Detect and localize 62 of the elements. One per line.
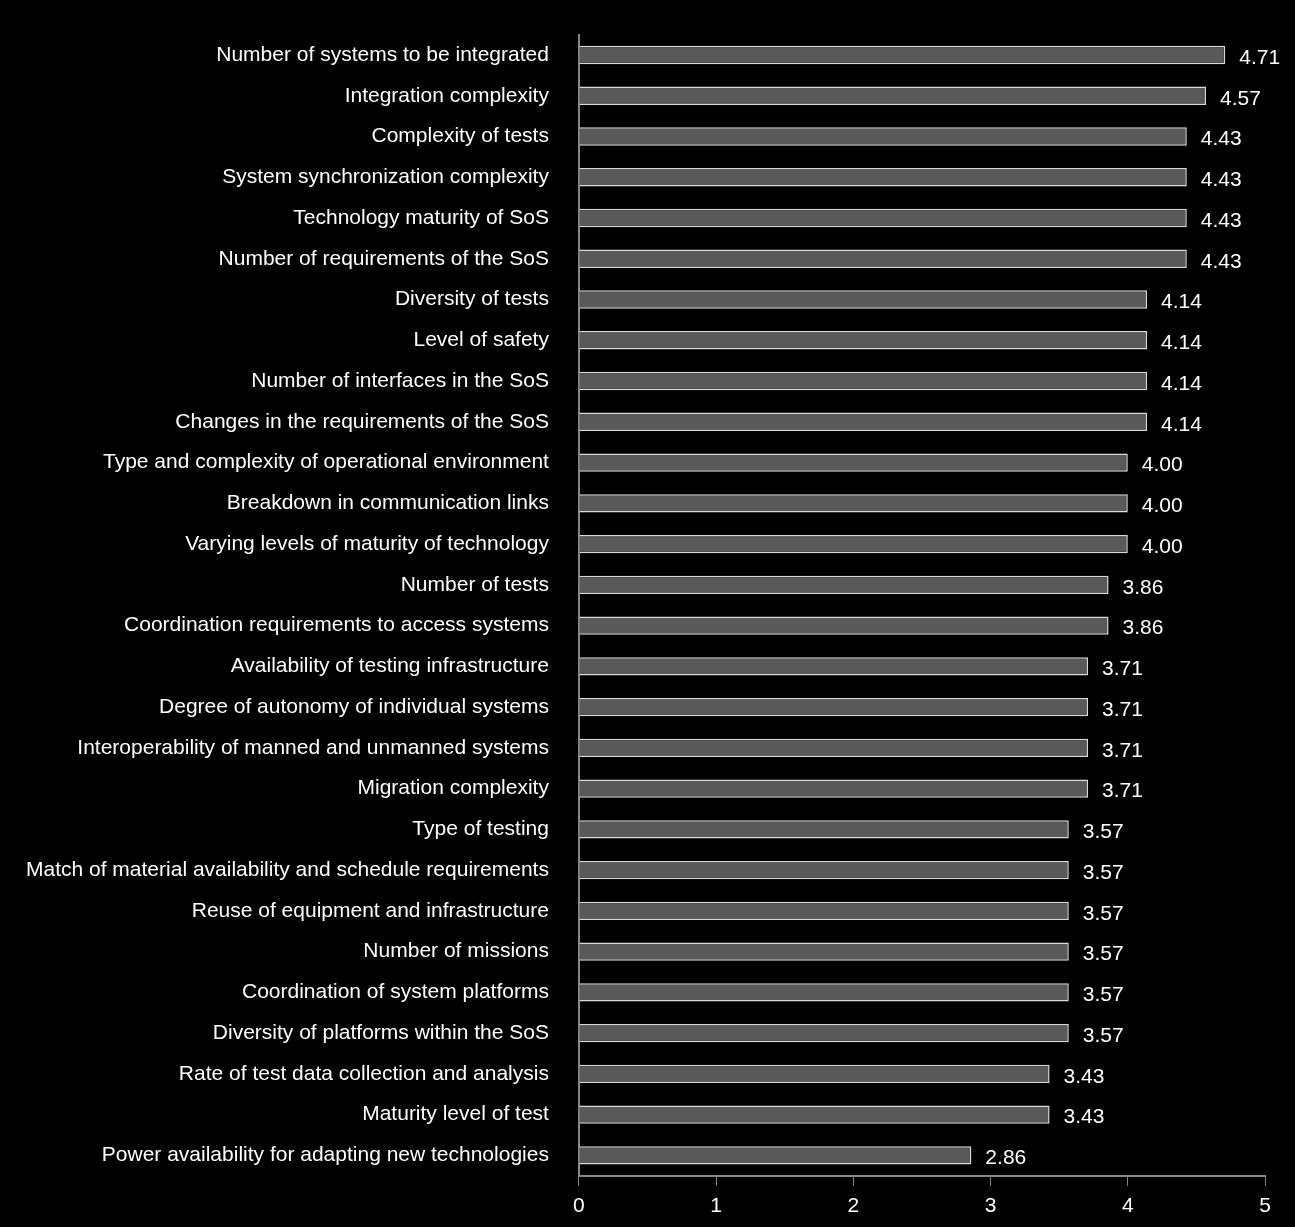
x-tick-label: 1: [710, 1193, 722, 1217]
data-label: 3.71: [1101, 696, 1143, 720]
data-label: 3.57: [1082, 819, 1124, 843]
x-tick-label: 2: [847, 1193, 860, 1217]
y-tick-label: Match of material availability and schedule requirements: [25, 856, 549, 880]
data-label: 3.71: [1101, 737, 1143, 761]
data-label: 3.86: [1122, 615, 1164, 639]
data-label: 3.57: [1082, 1022, 1124, 1046]
data-label: 4.71: [1239, 44, 1281, 68]
y-tick-label: Changes in the requirements of the SoS: [175, 408, 549, 432]
data-label: 4.57: [1220, 85, 1261, 109]
y-tick-label: System synchronization complexity: [222, 164, 550, 188]
y-tick-label: Power availability for adapting new technologies: [101, 1142, 549, 1166]
data-label: 4.14: [1161, 370, 1203, 394]
y-tick-label: Diversity of platforms within the SoS: [212, 1019, 549, 1043]
y-tick-label: Maturity level of test: [362, 1101, 550, 1125]
data-label: 3.43: [1063, 1104, 1105, 1128]
y-tick-label: Type of testing: [412, 816, 549, 840]
data-label: 4.43: [1200, 248, 1242, 272]
x-tick-label: 0: [573, 1193, 585, 1217]
y-tick-label: Number of interfaces in the SoS: [251, 367, 549, 391]
data-label: 3.43: [1063, 1063, 1105, 1087]
x-tick-label: 3: [984, 1193, 997, 1217]
data-label: 3.86: [1122, 574, 1164, 598]
data-label: 3.57: [1082, 982, 1124, 1006]
data-label: 4.14: [1161, 330, 1203, 354]
data-label: 3.57: [1082, 859, 1124, 883]
y-tick-label: Rate of test data collection and analysis: [178, 1060, 549, 1084]
x-tick-label: 4: [1121, 1193, 1134, 1217]
data-label: 3.57: [1082, 941, 1124, 965]
data-label: 4.43: [1200, 167, 1242, 191]
data-label: 4.43: [1200, 126, 1242, 150]
data-label: 4.00: [1141, 493, 1183, 517]
data-label: 3.57: [1082, 900, 1124, 924]
x-tick-label: 5: [1259, 1193, 1271, 1217]
data-label: 2.86: [985, 1145, 1027, 1169]
y-tick-label: Degree of autonomy of individual systems: [159, 693, 549, 717]
y-tick-label: Number of tests: [400, 571, 549, 595]
y-tick-label: Number of missions: [363, 938, 549, 962]
y-tick-label: Number of systems to be integrated: [216, 41, 549, 65]
y-tick-label: Availability of testing infrastructure: [230, 653, 549, 677]
y-tick-label: Number of requirements of the SoS: [218, 245, 549, 269]
y-tick-label: Level of safety: [413, 327, 550, 351]
data-label: 3.71: [1101, 656, 1143, 680]
data-label: 4.00: [1141, 533, 1183, 557]
y-tick-label: Complexity of tests: [371, 123, 549, 147]
y-tick-label: Breakdown in communication links: [226, 490, 549, 514]
y-tick-label: Varying levels of maturity of technology: [185, 530, 550, 554]
y-tick-label: Reuse of equipment and infrastructure: [191, 897, 549, 921]
y-tick-label: Technology maturity of SoS: [293, 204, 549, 228]
y-tick-label: Interoperability of manned and unmanned systems: [77, 734, 549, 758]
data-label: 4.14: [1161, 411, 1203, 435]
y-tick-label: Coordination of system platforms: [241, 979, 549, 1003]
data-label: 4.43: [1200, 207, 1242, 231]
y-tick-label: Integration complexity: [344, 82, 550, 106]
data-label: 4.14: [1161, 289, 1203, 313]
y-tick-label: Diversity of tests: [394, 286, 549, 310]
y-tick-label: Coordination requirements to access systems: [124, 612, 549, 636]
y-tick-label: Type and complexity of operational environment: [103, 449, 550, 473]
data-label: 3.71: [1101, 778, 1143, 802]
data-label: 4.00: [1141, 452, 1183, 476]
y-tick-label: Migration complexity: [357, 775, 550, 799]
